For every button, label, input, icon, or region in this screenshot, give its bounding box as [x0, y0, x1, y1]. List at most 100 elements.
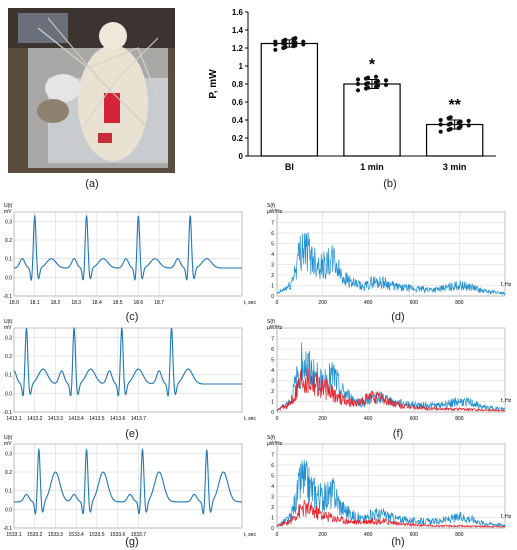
- y-tick-label: 6: [271, 347, 274, 353]
- y-tick-label: 0.1: [5, 489, 12, 495]
- panel-label-c: (c): [125, 311, 139, 323]
- plot-frame: [276, 443, 506, 529]
- x-tick-label: 1 min: [360, 162, 384, 172]
- y-tick-label: 3: [271, 263, 274, 269]
- panel-label-d: (d): [391, 311, 405, 323]
- x-tick-label: 0: [276, 300, 279, 306]
- y-tick-label: 4: [271, 368, 274, 374]
- y-tick-label: -0.1: [3, 526, 12, 532]
- x-tick-label: 0: [276, 416, 279, 422]
- x-tick-label: 1413.1: [6, 416, 22, 422]
- y-tick-label: 6: [271, 463, 274, 469]
- y-tick-label: 0: [271, 526, 274, 532]
- data-point: [438, 117, 443, 123]
- panel-label-e: (e): [125, 428, 139, 440]
- y-tick-label: 7: [271, 337, 274, 343]
- data-point: [365, 85, 371, 90]
- plot-frame: [276, 327, 506, 413]
- panel-label-a: (a): [85, 178, 99, 190]
- x-tick-label: 400: [364, 416, 373, 422]
- x-tick-label: 1533.5: [89, 532, 105, 538]
- data-point: [355, 77, 361, 82]
- y-axis-unit: mV: [4, 441, 12, 447]
- y-axis-unit: mV: [4, 209, 12, 215]
- plot-frame: [276, 211, 506, 297]
- y-tick-label: -0.1: [3, 294, 12, 300]
- x-axis-unit: t, sec: [244, 300, 256, 306]
- x-axis-unit: t, sec: [244, 416, 256, 422]
- y-tick-label: 5: [271, 474, 274, 480]
- x-tick-label: 600: [410, 532, 419, 538]
- x-tick-label: 18.1: [30, 300, 40, 306]
- data-point: [273, 47, 278, 52]
- data-point: [383, 78, 389, 83]
- y-axis-unit: µW/Hz: [267, 209, 283, 215]
- x-tick-label: 1533.4: [69, 532, 85, 538]
- x-tick-label: 1533.2: [27, 532, 43, 538]
- y-tick-label: 0: [271, 294, 274, 300]
- bar-1: [343, 83, 401, 157]
- x-tick-label: 1533.3: [48, 532, 64, 538]
- y-axis-unit: µW/Hz: [267, 325, 283, 331]
- x-tick-label: 1533.1: [6, 532, 22, 538]
- y-tick-label: 0.0: [5, 507, 12, 513]
- significance-mark: **: [448, 97, 461, 114]
- y-axis-unit: µW/Hz: [267, 441, 283, 447]
- x-axis-unit: f, Hz: [501, 514, 512, 520]
- y-axis-label: U(t): [4, 319, 13, 325]
- y-tick-label: 3: [271, 379, 274, 385]
- data-point: [375, 83, 381, 88]
- spectrum-chart-h: 0 1 2 3 4 5 6 7 0 200 400 600 800 S(f)µW/Hz f, Hz: [267, 435, 512, 538]
- data-point: [383, 82, 389, 87]
- data-point: [365, 81, 371, 86]
- y-tick-label: 5: [271, 358, 274, 364]
- x-tick-label: 18.3: [71, 300, 81, 306]
- x-axis-unit: f, Hz: [501, 282, 512, 288]
- data-point: [466, 118, 471, 123]
- x-tick-label: 200: [318, 300, 327, 306]
- data-point: [355, 88, 361, 93]
- x-tick-label: 1533.7: [131, 532, 147, 538]
- y-tick-label: 0: [239, 152, 244, 161]
- spectrum-chart-d: 0 1 2 3 4 5 6 7 0 200 400 600 800 S(f)µW/Hz f, Hz: [267, 203, 512, 306]
- y-tick-label: 1.6: [232, 8, 244, 17]
- y-tick-label: 3: [271, 495, 274, 501]
- y-tick-label: 0.6: [232, 98, 244, 107]
- y-axis-label: S(f): [267, 203, 275, 209]
- y-tick-label: 2: [271, 273, 274, 279]
- y-tick-label: 4: [271, 484, 274, 490]
- plot-frame: [13, 211, 243, 297]
- x-tick-label: 18.0: [9, 300, 19, 306]
- spectrum-series-blue: [276, 232, 506, 296]
- ecg-chart-c: -0.1 0.0 0.1 0.2 0.3 18.0 18.1 18.2 18.3 18.4 18.5…: [3, 203, 256, 306]
- spectrum-chart-f: 0 1 2 3 4 5 6 7 0 200 400 600 800 S(f)µW/Hz f, Hz: [267, 319, 512, 422]
- x-axis-unit: f, Hz: [501, 398, 512, 404]
- x-tick-label: 1533.6: [110, 532, 126, 538]
- y-tick-label: 1: [239, 62, 244, 71]
- y-tick-label: 0.3: [5, 451, 12, 457]
- data-point: [283, 45, 288, 50]
- x-tick-label: 600: [410, 300, 419, 306]
- x-tick-label: 800: [455, 532, 464, 538]
- x-tick-label: 200: [318, 532, 327, 538]
- x-tick-label: 1413.5: [89, 416, 105, 422]
- x-tick-label: 200: [318, 416, 327, 422]
- data-point: [365, 75, 371, 80]
- ecg-series-line: [14, 447, 242, 515]
- y-tick-label: 0: [271, 410, 274, 416]
- y-tick-label: 0.1: [5, 257, 12, 263]
- data-point: [293, 36, 298, 41]
- y-tick-label: 7: [271, 453, 274, 459]
- data-point: [373, 74, 379, 79]
- y-tick-label: 0.4: [232, 116, 244, 125]
- data-point: [301, 39, 306, 44]
- spectrum-series-blue: [276, 459, 506, 528]
- y-tick-label: 7: [271, 221, 274, 227]
- y-tick-label: 4: [271, 252, 274, 258]
- y-tick-label: 0.0: [5, 391, 12, 397]
- panel-label-g: (g): [125, 536, 139, 548]
- y-axis-label: U(t): [4, 435, 13, 441]
- y-axis-unit: mV: [4, 325, 12, 331]
- data-point: [448, 121, 453, 126]
- spectrum-series-blue: [276, 342, 506, 412]
